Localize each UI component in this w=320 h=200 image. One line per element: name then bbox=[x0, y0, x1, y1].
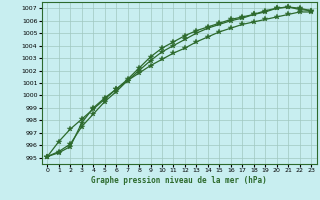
X-axis label: Graphe pression niveau de la mer (hPa): Graphe pression niveau de la mer (hPa) bbox=[91, 176, 267, 185]
